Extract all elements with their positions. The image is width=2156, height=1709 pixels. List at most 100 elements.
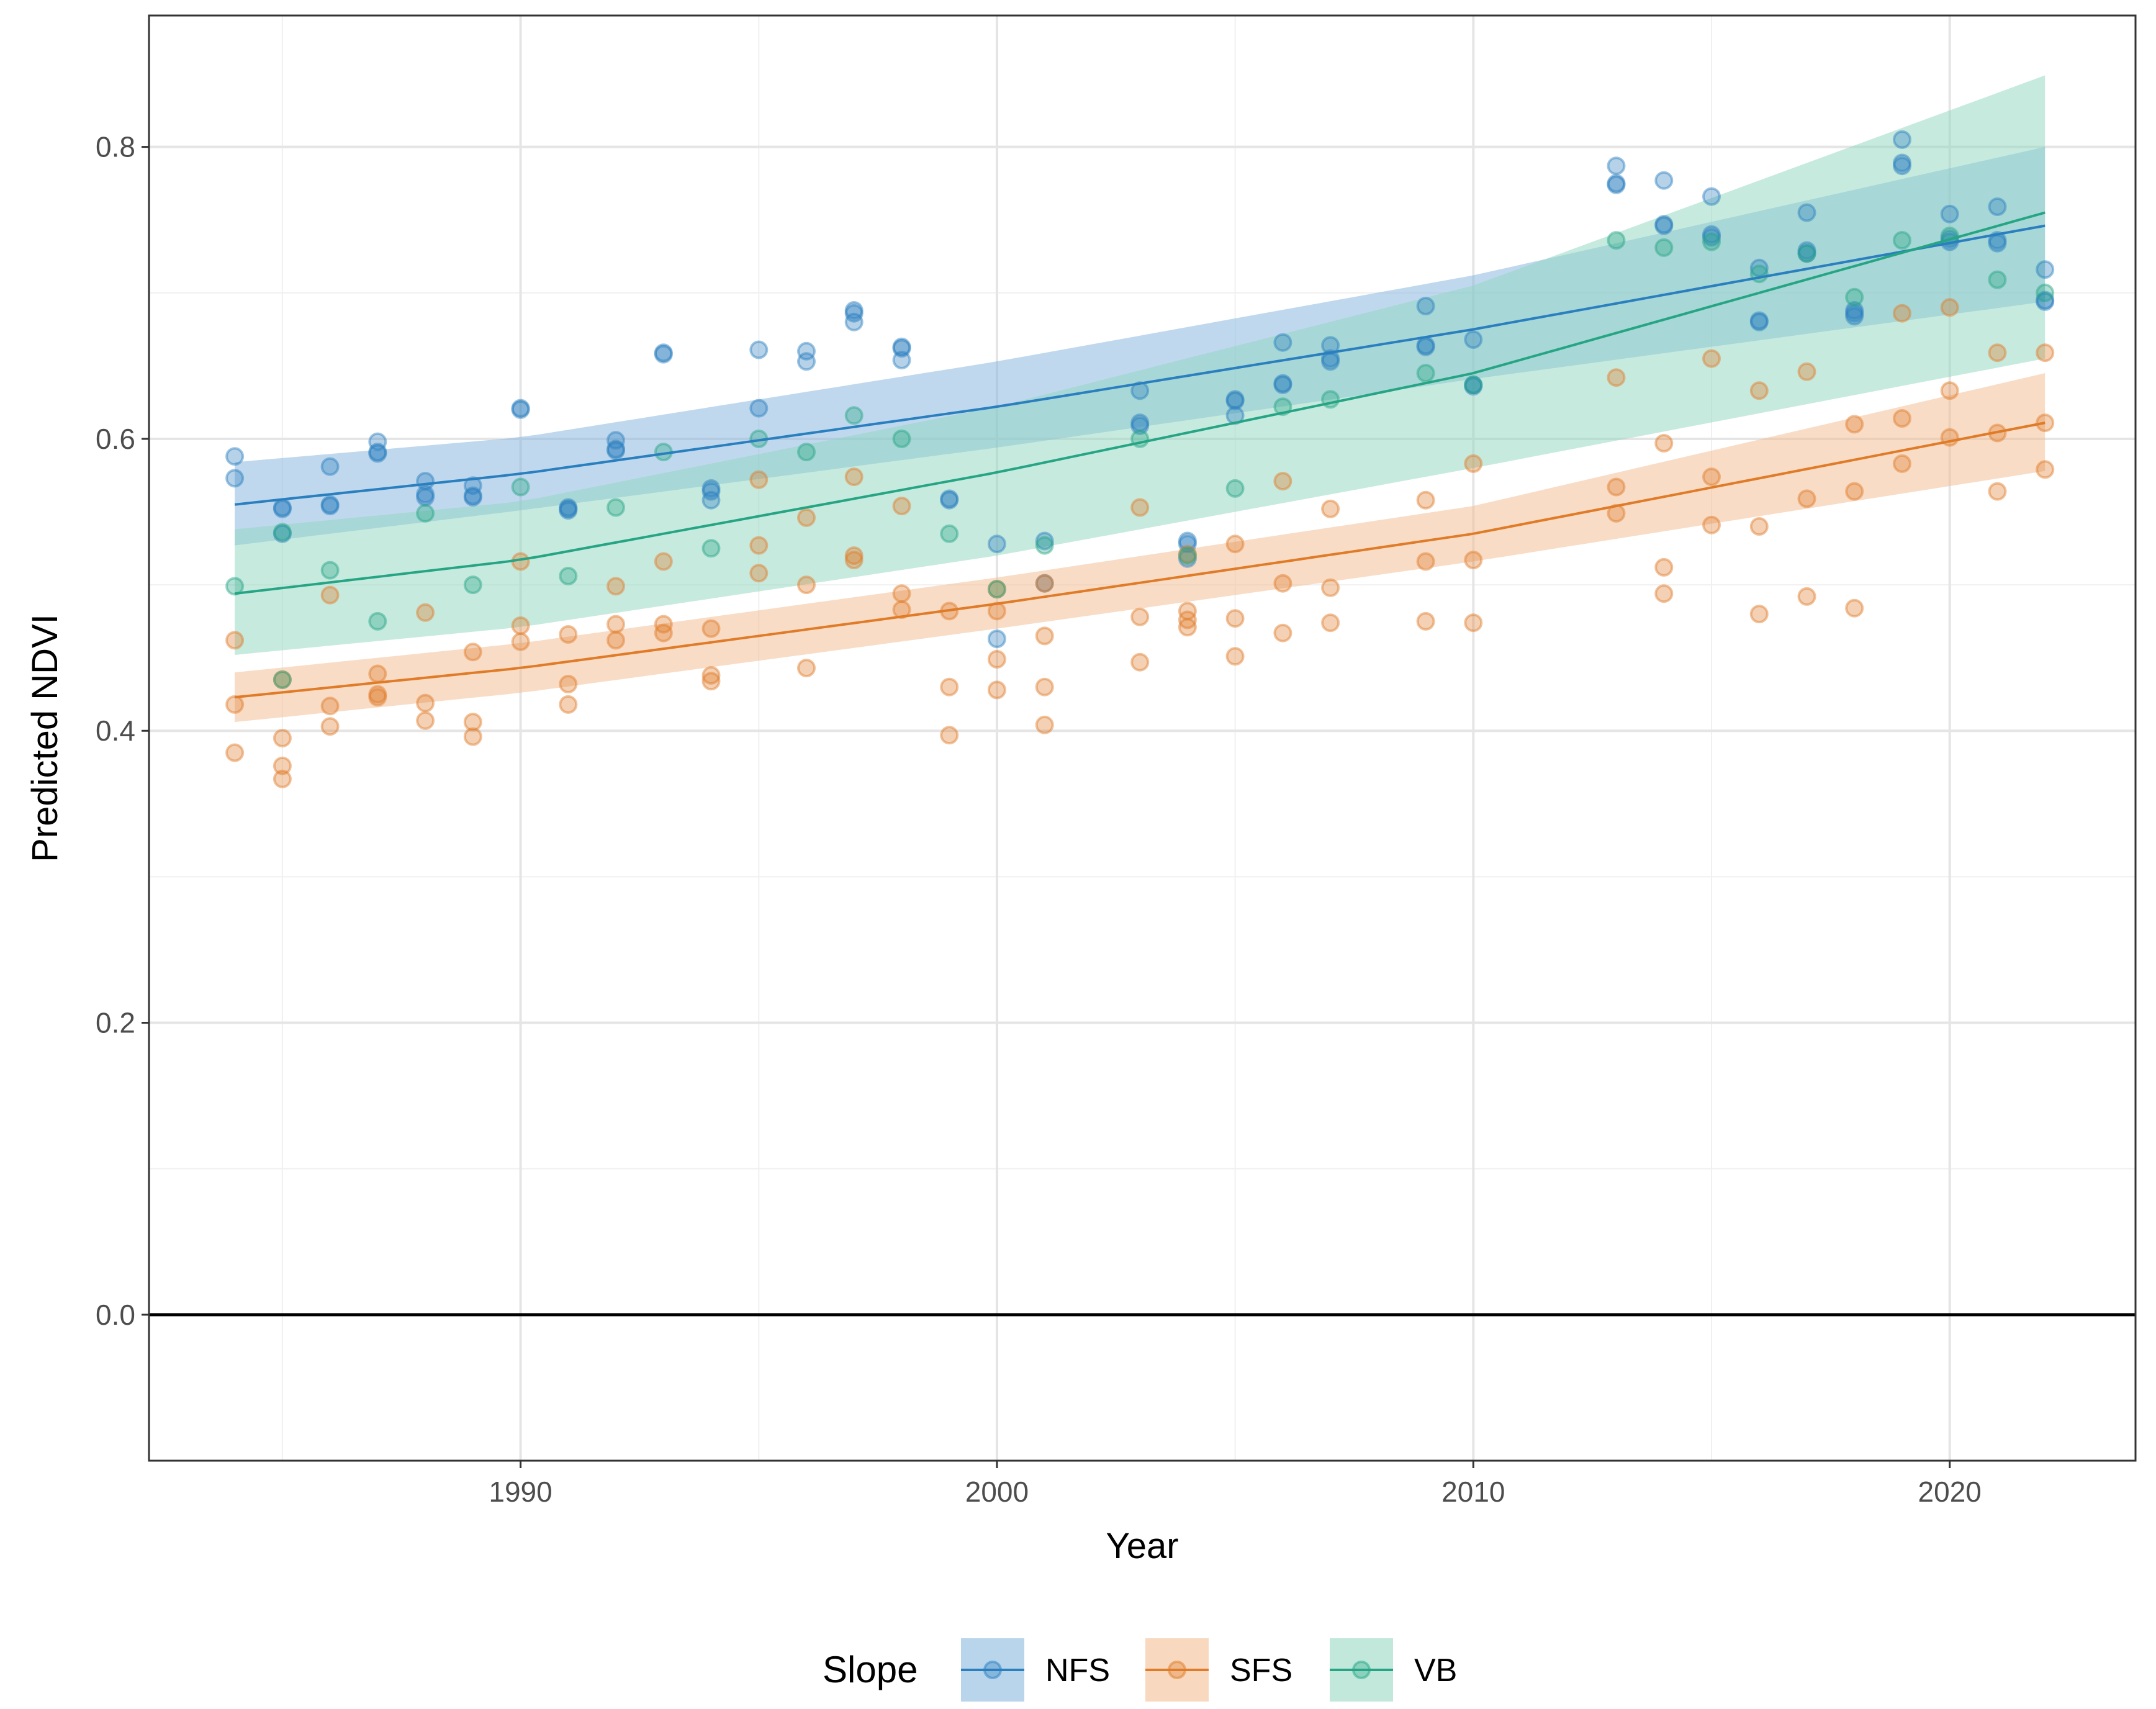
point-vb (273, 670, 292, 689)
point-vb (1654, 238, 1674, 257)
point-sfs (1464, 551, 1483, 570)
point-sfs (1893, 454, 1911, 473)
point-nfs (1130, 413, 1150, 433)
point-sfs (1464, 613, 1483, 633)
point-vb (511, 477, 530, 497)
point-sfs (987, 580, 1006, 599)
point-nfs (1654, 216, 1674, 235)
point-vb (797, 443, 816, 462)
point-nfs (225, 469, 245, 488)
point-nfs (1464, 330, 1483, 349)
point-sfs (1845, 482, 1864, 501)
point-nfs (1893, 156, 1911, 176)
point-sfs (1273, 574, 1292, 593)
point-sfs (559, 675, 578, 693)
y-axis: 0.0 0.2 0.4 0.6 0.8 (96, 131, 149, 1331)
point-nfs (654, 345, 673, 364)
point-sfs (273, 729, 292, 747)
point-nfs (1178, 531, 1197, 551)
point-nfs (1845, 307, 1864, 326)
point-nfs (1321, 352, 1340, 371)
point-nfs (987, 534, 1006, 554)
point-vb (892, 429, 911, 448)
point-sfs (368, 688, 387, 707)
point-nfs (1845, 301, 1864, 320)
point-sfs (892, 497, 911, 516)
point-nfs (1416, 297, 1435, 315)
point-nfs (1845, 304, 1864, 323)
x-tick-label: 2020 (1918, 1476, 1982, 1508)
point-sfs (416, 693, 435, 713)
point-sfs (1940, 298, 1959, 317)
point-sfs (701, 672, 721, 691)
point-sfs (654, 552, 673, 571)
point-vb (1988, 270, 2007, 289)
point-sfs (1654, 557, 1674, 577)
point-sfs (368, 685, 387, 704)
confidence-bands (235, 75, 2045, 723)
point-vb (463, 575, 482, 595)
y-axis-title: Predicted NDVI (25, 614, 65, 862)
point-sfs (1178, 602, 1197, 621)
point-vb (1178, 546, 1197, 566)
band-vb (235, 75, 2045, 655)
point-vb (1845, 287, 1864, 307)
point-nfs (2036, 260, 2055, 279)
point-vb (559, 567, 578, 585)
point-nfs (1749, 258, 1769, 277)
legend-label-vb: VB (1414, 1653, 1457, 1689)
point-sfs (1035, 715, 1054, 734)
point-nfs (607, 440, 625, 459)
point-nfs (1654, 171, 1674, 190)
point-nfs (844, 304, 864, 323)
point-sfs (1178, 544, 1197, 564)
point-nfs (559, 501, 578, 520)
point-sfs (940, 726, 959, 745)
panel-border (148, 14, 2137, 1462)
point-sfs (273, 756, 292, 775)
x-tick-label: 1990 (489, 1476, 552, 1508)
point-sfs (225, 631, 245, 650)
point-sfs (940, 677, 959, 697)
point-nfs (2036, 291, 2055, 310)
point-sfs (749, 564, 769, 583)
point-sfs (320, 717, 340, 736)
point-nfs (797, 341, 816, 361)
point-nfs (368, 444, 387, 463)
point-sfs (1893, 304, 1911, 323)
point-nfs (892, 339, 911, 358)
point-vb (1607, 231, 1626, 250)
point-nfs (1464, 377, 1483, 396)
point-vb (2036, 283, 2055, 302)
point-sfs (559, 625, 578, 644)
legend-label-sfs: SFS (1230, 1653, 1292, 1689)
point-sfs (1893, 409, 1911, 428)
point-sfs (1130, 607, 1150, 626)
point-sfs (1225, 647, 1245, 666)
x-axis: 1990 2000 2010 2020 (489, 1461, 1982, 1508)
point-nfs (1178, 549, 1197, 568)
y-tick-label: 0.2 (96, 1007, 135, 1039)
point-sfs (1035, 626, 1054, 646)
point-sfs (607, 615, 625, 634)
point-nfs (749, 399, 769, 418)
point-nfs (892, 351, 911, 369)
point-nfs (1178, 534, 1197, 554)
point-sfs (416, 603, 435, 622)
point-sfs (1940, 381, 1959, 400)
point-sfs (2036, 460, 2055, 479)
fit-line-sfs (234, 422, 2045, 699)
point-vb (320, 561, 340, 580)
point-sfs (1607, 368, 1626, 387)
point-sfs (511, 616, 530, 635)
point-nfs (654, 343, 673, 363)
point-nfs (844, 312, 864, 331)
point-vb (987, 580, 1006, 599)
point-vb (1225, 479, 1245, 498)
point-sfs (1702, 467, 1721, 487)
point-nfs (607, 441, 625, 460)
point-sfs (607, 577, 625, 596)
point-vb (368, 611, 387, 631)
point-vb (1702, 232, 1721, 251)
point-nfs (797, 352, 816, 371)
